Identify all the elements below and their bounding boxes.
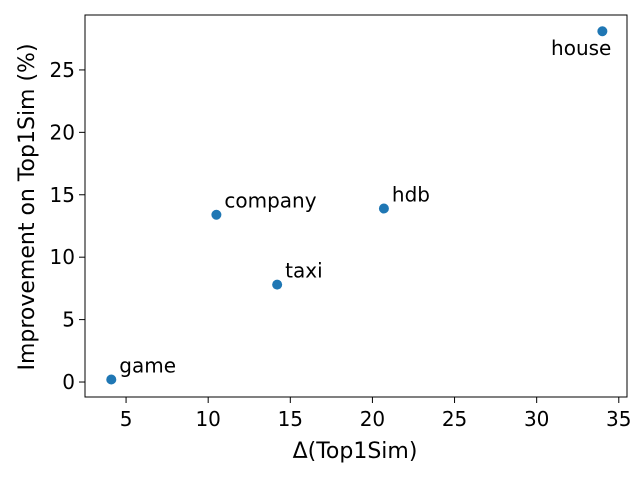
x-axis-label: Δ(Top1Sim) [293,439,418,464]
data-point [378,203,389,214]
plot-area [84,14,628,398]
point-labels: game company taxi hdb house [119,36,611,377]
x-tick-label: 35 [606,407,631,431]
point-label: company [224,189,316,213]
y-axis-ticks: 0 5 10 15 20 25 [50,58,85,394]
x-axis-ticks: 5 10 15 20 25 30 35 [120,397,632,431]
data-point [272,279,283,290]
y-tick-label: 15 [50,183,75,207]
point-label: taxi [285,259,323,283]
x-tick-label: 25 [442,407,467,431]
x-tick-label: 5 [120,407,133,431]
point-label: game [119,354,176,378]
x-tick-label: 10 [195,407,220,431]
x-tick-label: 20 [360,407,385,431]
y-tick-label: 5 [62,308,75,332]
point-label: house [551,36,611,60]
y-tick-label: 25 [50,58,75,82]
y-tick-label: 0 [62,370,75,394]
data-point [211,209,222,220]
x-tick-label: 30 [524,407,549,431]
point-label: hdb [392,182,430,206]
x-tick-label: 15 [278,407,303,431]
data-point [597,26,608,37]
y-axis-label: Improvement on Top1Sim (%) [15,43,40,370]
plot-frame [84,14,628,398]
data-points [106,26,608,385]
data-point [106,374,117,385]
y-tick-label: 10 [50,245,75,269]
y-tick-label: 20 [50,120,75,144]
